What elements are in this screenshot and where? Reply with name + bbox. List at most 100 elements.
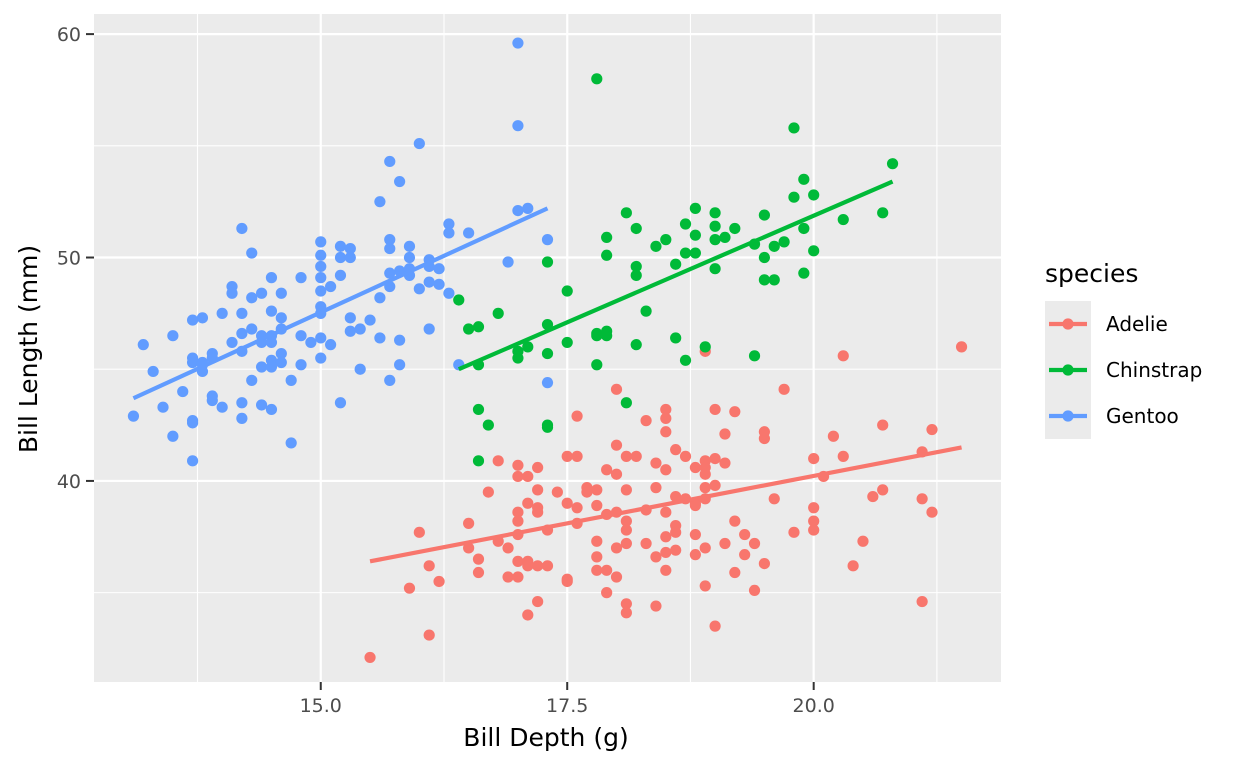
point-chinstrap [729, 222, 741, 235]
point-adelie [620, 450, 632, 462]
point-adelie [719, 537, 731, 550]
point-chinstrap [768, 240, 780, 252]
point-adelie [532, 560, 544, 572]
point-gentoo [541, 234, 554, 246]
point-adelie [610, 542, 623, 554]
point-gentoo [344, 242, 356, 255]
legend-items: Adelie Chinstrap Gentoo [1049, 312, 1202, 428]
point-gentoo [236, 222, 248, 235]
point-gentoo [512, 37, 524, 49]
point-adelie [472, 553, 485, 565]
point-chinstrap [472, 455, 485, 467]
point-gentoo [275, 347, 287, 360]
point-gentoo [157, 401, 169, 413]
point-gentoo [255, 361, 268, 373]
point-gentoo [216, 307, 228, 319]
point-gentoo [236, 307, 248, 319]
point-gentoo [374, 292, 386, 304]
y-axis: 40 50 60 [57, 24, 94, 493]
fit-line-gentoo [132, 206, 549, 401]
point-adelie [463, 517, 475, 529]
point-adelie [630, 450, 642, 462]
point-gentoo [344, 251, 356, 264]
point-gentoo [167, 430, 179, 442]
point-adelie [729, 406, 741, 418]
point-adelie [433, 575, 445, 588]
point-chinstrap [620, 397, 632, 409]
point-adelie [561, 573, 573, 585]
point-gentoo [315, 236, 327, 248]
point-adelie [926, 506, 938, 518]
point-gentoo [334, 240, 347, 252]
point-adelie [620, 537, 632, 550]
point-chinstrap [689, 202, 701, 214]
point-adelie [502, 542, 514, 554]
point-adelie [670, 490, 682, 503]
major-gridlines [94, 14, 1001, 682]
point-chinstrap [877, 207, 889, 219]
point-chinstrap [482, 419, 494, 431]
point-gentoo [512, 205, 524, 217]
point-adelie [591, 499, 603, 512]
point-adelie [522, 470, 534, 483]
y-tick-label: 40 [57, 471, 81, 493]
point-chinstrap [640, 305, 652, 317]
point-chinstrap [620, 207, 632, 219]
point-chinstrap [561, 285, 573, 297]
point-adelie [758, 432, 770, 445]
point-chinstrap [541, 256, 554, 268]
point-chinstrap [601, 330, 613, 342]
point-chinstrap [670, 332, 682, 344]
point-adelie [532, 461, 544, 474]
point-adelie [719, 428, 731, 440]
point-gentoo [265, 336, 278, 349]
point-adelie [581, 486, 593, 498]
point-adelie [532, 506, 544, 518]
legend-label-chinstrap: Chinstrap [1106, 358, 1202, 382]
point-adelie [729, 566, 741, 579]
point-adelie [541, 560, 554, 572]
point-chinstrap [709, 220, 721, 232]
point-gentoo [315, 352, 327, 364]
point-gentoo [315, 285, 327, 297]
point-gentoo [334, 397, 347, 409]
point-gentoo [216, 401, 228, 413]
point-adelie [601, 464, 613, 476]
point-adelie [571, 450, 583, 462]
point-gentoo [413, 283, 425, 295]
point-adelie [650, 482, 662, 494]
point-adelie [423, 560, 435, 572]
point-adelie [827, 430, 840, 442]
point-gentoo [315, 272, 327, 284]
x-tick-label: 17.5 [546, 695, 588, 717]
point-chinstrap [679, 218, 692, 230]
minor-gridlines [94, 14, 1001, 682]
point-gentoo [315, 332, 327, 344]
point-adelie [699, 482, 711, 494]
x-tick-label: 20.0 [793, 695, 835, 717]
point-gentoo [384, 242, 396, 255]
point-gentoo [325, 339, 337, 351]
point-adelie [492, 455, 504, 467]
point-gentoo [265, 272, 278, 284]
point-chinstrap [758, 209, 770, 221]
point-adelie [512, 459, 524, 471]
point-gentoo [246, 323, 258, 335]
point-gentoo [403, 240, 416, 252]
point-adelie [610, 468, 623, 480]
point-adelie [620, 515, 632, 527]
point-chinstrap [758, 251, 770, 264]
point-adelie [601, 587, 613, 599]
point-chinstrap [630, 260, 642, 273]
point-adelie [837, 450, 849, 462]
point-adelie [699, 580, 711, 592]
point-adelie [571, 502, 583, 514]
point-adelie [591, 535, 603, 547]
point-adelie [650, 600, 662, 612]
point-chinstrap [591, 330, 603, 342]
y-tick-label: 50 [57, 248, 81, 270]
point-gentoo [315, 260, 327, 273]
point-chinstrap [788, 122, 800, 134]
y-tick-label: 60 [57, 24, 81, 46]
